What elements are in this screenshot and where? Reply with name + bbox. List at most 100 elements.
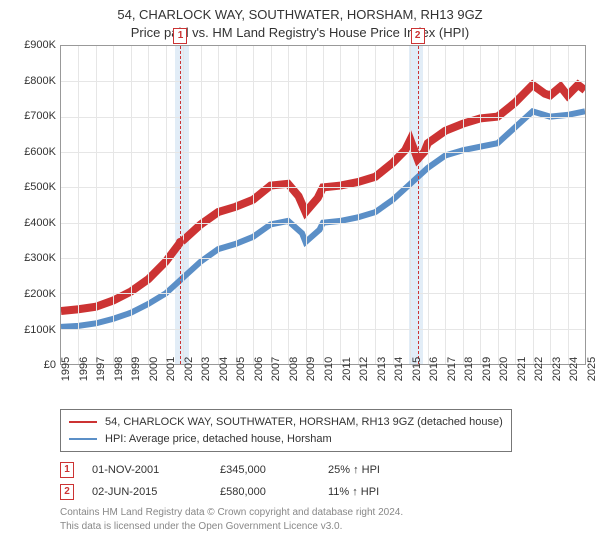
- x-tick-label: 2019: [481, 357, 493, 381]
- title-subtitle: Price paid vs. HM Land Registry's House …: [14, 24, 586, 42]
- x-tick-label: 2004: [218, 357, 230, 381]
- y-tick-label: £300K: [24, 252, 56, 264]
- x-tick-label: 2013: [376, 357, 388, 381]
- title-block: 54, CHARLOCK WAY, SOUTHWATER, HORSHAM, R…: [14, 6, 586, 41]
- event-row-delta: 11% ↑ HPI: [328, 486, 418, 498]
- x-tick-label: 2017: [446, 357, 458, 381]
- event-marker-box: 1: [173, 28, 187, 44]
- legend-row: HPI: Average price, detached house, Hors…: [69, 431, 503, 448]
- event-row-price: £580,000: [220, 486, 310, 498]
- x-tick-label: 1996: [78, 357, 90, 381]
- y-tick-label: £500K: [24, 181, 56, 193]
- x-tick-label: 1998: [113, 357, 125, 381]
- event-marker-box: 2: [411, 28, 425, 44]
- x-tick-label: 1999: [130, 357, 142, 381]
- gridline-v: [271, 46, 272, 364]
- x-tick-label: 2006: [253, 357, 265, 381]
- legend-row: 54, CHARLOCK WAY, SOUTHWATER, HORSHAM, R…: [69, 414, 503, 431]
- gridline-v: [340, 46, 341, 364]
- x-tick-label: 2021: [516, 357, 528, 381]
- y-tick-label: £0: [44, 359, 56, 371]
- y-tick-label: £400K: [24, 217, 56, 229]
- y-tick-label: £600K: [24, 146, 56, 158]
- gridline-v: [201, 46, 202, 364]
- x-tick-label: 2008: [288, 357, 300, 381]
- legend-label: HPI: Average price, detached house, Hors…: [105, 431, 332, 448]
- gridline-v: [428, 46, 429, 364]
- x-tick-label: 2022: [533, 357, 545, 381]
- x-tick-label: 2016: [428, 357, 440, 381]
- event-row-date: 01-NOV-2001: [92, 464, 202, 476]
- legend-swatch: [69, 421, 97, 423]
- legend-label: 54, CHARLOCK WAY, SOUTHWATER, HORSHAM, R…: [105, 414, 503, 431]
- chart-container: 54, CHARLOCK WAY, SOUTHWATER, HORSHAM, R…: [0, 0, 600, 537]
- x-tick-label: 2007: [270, 357, 282, 381]
- event-row-date: 02-JUN-2015: [92, 486, 202, 498]
- attribution-line: This data is licensed under the Open Gov…: [60, 520, 586, 534]
- event-vline: [180, 46, 181, 364]
- plot-area: 12: [60, 45, 586, 365]
- y-axis: £0£100K£200K£300K£400K£500K£600K£700K£80…: [14, 45, 60, 365]
- gridline-v: [236, 46, 237, 364]
- x-tick-label: 2020: [498, 357, 510, 381]
- gridline-v: [550, 46, 551, 364]
- gridline-v: [148, 46, 149, 364]
- gridline-v: [533, 46, 534, 364]
- gridline-v: [288, 46, 289, 364]
- event-dot: [176, 238, 184, 246]
- y-tick-label: £200K: [24, 288, 56, 300]
- gridline-v: [375, 46, 376, 364]
- x-tick-label: 2023: [551, 357, 563, 381]
- gridline-v: [78, 46, 79, 364]
- x-tick-label: 2001: [165, 357, 177, 381]
- event-row-price: £345,000: [220, 464, 310, 476]
- x-tick-label: 1995: [60, 357, 72, 381]
- x-tick-label: 2002: [183, 357, 195, 381]
- x-tick-label: 1997: [95, 357, 107, 381]
- legend-swatch: [69, 438, 97, 440]
- gridline-v: [96, 46, 97, 364]
- gridline-v: [463, 46, 464, 364]
- event-row-delta: 25% ↑ HPI: [328, 464, 418, 476]
- gridline-v: [113, 46, 114, 364]
- x-tick-label: 2024: [568, 357, 580, 381]
- event-row-box: 2: [60, 484, 74, 500]
- gridline-v: [393, 46, 394, 364]
- gridline-v: [445, 46, 446, 364]
- chart-zone: £0 £100K £200K £300K £400K £500K £600K £700K £80…: [14, 45, 586, 405]
- gridline-v: [498, 46, 499, 364]
- gridline-v: [306, 46, 307, 364]
- legend: 54, CHARLOCK WAY, SOUTHWATER, HORSHAM, R…: [60, 409, 512, 452]
- x-tick-label: 2005: [235, 357, 247, 381]
- event-dot: [414, 155, 422, 163]
- gridline-v: [568, 46, 569, 364]
- gridline-v: [218, 46, 219, 364]
- gridline-v: [131, 46, 132, 364]
- y-tick-label: £100K: [24, 324, 56, 336]
- y-tick-label: £700K: [24, 110, 56, 122]
- x-tick-label: 2003: [200, 357, 212, 381]
- gridline-v: [253, 46, 254, 364]
- x-tick-label: 2000: [148, 357, 160, 381]
- attribution: Contains HM Land Registry data © Crown c…: [60, 506, 586, 533]
- x-tick-label: 2014: [393, 357, 405, 381]
- gridline-v: [480, 46, 481, 364]
- x-axis: 1995199619971998199920002001200220032004…: [60, 365, 586, 405]
- x-tick-label: 2009: [305, 357, 317, 381]
- event-row: 2 02-JUN-2015 £580,000 11% ↑ HPI: [60, 484, 586, 500]
- x-tick-label: 2015: [411, 357, 423, 381]
- gridline-v: [166, 46, 167, 364]
- gridline-v: [358, 46, 359, 364]
- x-tick-label: 2018: [463, 357, 475, 381]
- x-tick-label: 2011: [341, 357, 353, 381]
- y-tick-label: £900K: [24, 39, 56, 51]
- x-tick-label: 2025: [586, 357, 598, 381]
- event-row: 101-NOV-2001£345,00025% ↑ HPI: [60, 462, 586, 478]
- gridline-v: [515, 46, 516, 364]
- title-address: 54, CHARLOCK WAY, SOUTHWATER, HORSHAM, R…: [14, 6, 586, 24]
- event-table: 101-NOV-2001£345,00025% ↑ HPI202-JUN-201…: [60, 462, 586, 500]
- gridline-v: [183, 46, 184, 364]
- y-tick-label: £800K: [24, 75, 56, 87]
- x-tick-label: 2010: [323, 357, 335, 381]
- event-vline: [418, 46, 419, 364]
